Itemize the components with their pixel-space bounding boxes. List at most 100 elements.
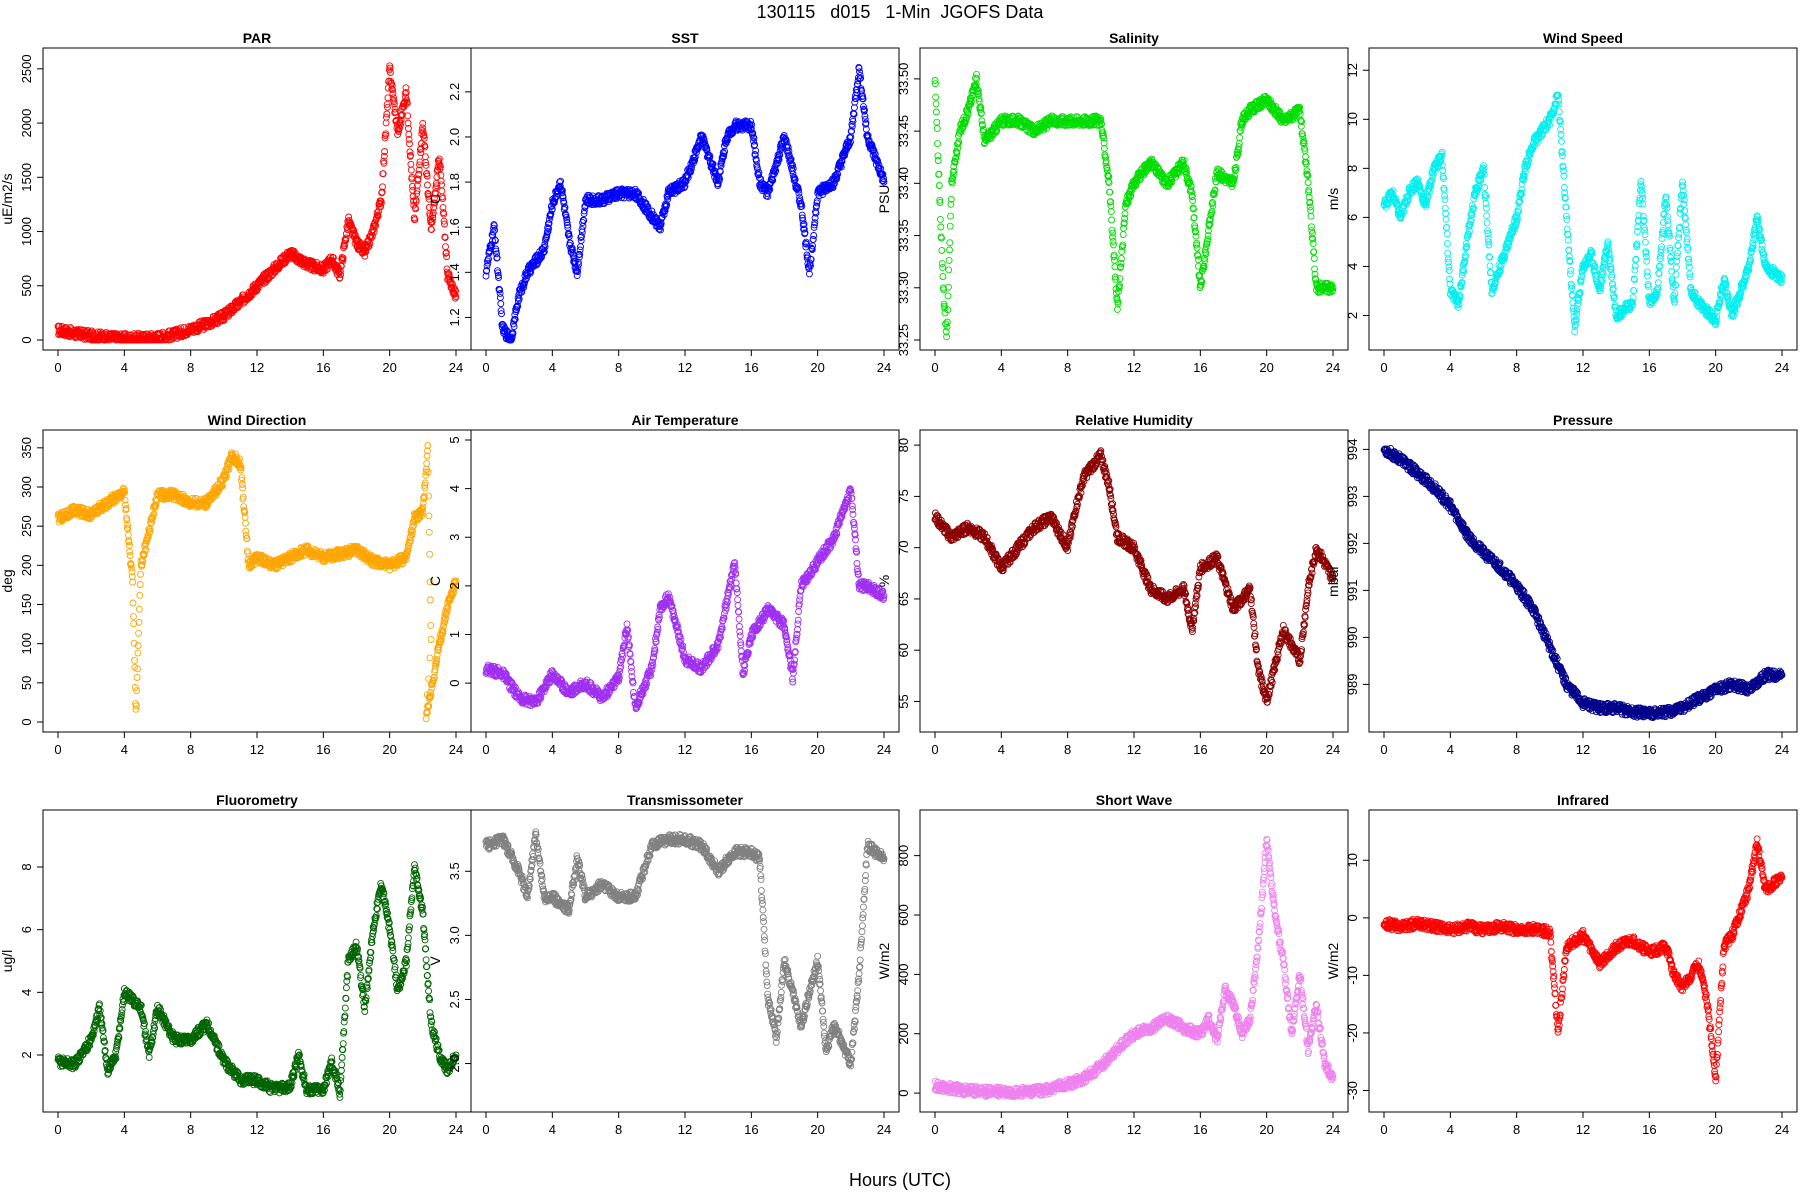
sst-point (810, 232, 818, 239)
salinity-point (946, 239, 954, 247)
figure-title: 130115 d015 1-Min JGOFS Data (756, 2, 1044, 22)
par-point (438, 187, 446, 195)
wind-speed-point (1481, 184, 1489, 191)
wind-speed-point (1443, 240, 1451, 248)
sst-xtick-label: 8 (615, 360, 622, 375)
salinity-point (1107, 202, 1115, 210)
salinity-point (1107, 208, 1115, 216)
salinity-xtick-label: 16 (1193, 360, 1207, 375)
par-title: PAR (243, 30, 272, 46)
par-ytick-label: 2000 (19, 109, 34, 138)
par-points (54, 62, 460, 344)
salinity-point (1106, 188, 1114, 196)
sst-ytick-label: 1.4 (447, 263, 462, 281)
wind-speed-point (1674, 249, 1681, 257)
sst-xtick-label: 0 (482, 360, 489, 375)
par-xtick-label: 16 (316, 360, 330, 375)
salinity-point (947, 212, 954, 220)
wind-direction-plot-frame (42, 429, 472, 733)
wind-speed-points (1380, 91, 1786, 336)
salinity-plot-frame (919, 47, 1349, 351)
wind-speed-point (1631, 262, 1639, 270)
salinity-point (1119, 231, 1127, 239)
sst-ylabel: C (427, 194, 443, 204)
par-point (419, 119, 427, 127)
par-point (58, 323, 66, 330)
sst-xtick-label: 12 (678, 360, 692, 375)
sst-xtick-label: 20 (810, 360, 824, 375)
wind-direction-xtick-label: 24 (449, 742, 463, 757)
wind-direction-xtick-label: 20 (382, 742, 396, 757)
wind-speed-point (1675, 230, 1683, 238)
par-point (407, 166, 415, 174)
salinity-xtick-label: 12 (1127, 360, 1141, 375)
sst-point (491, 226, 499, 234)
wind-direction-ylabel: deg (0, 569, 15, 592)
wind-speed-ytick-label: 8 (1345, 165, 1360, 172)
wind-speed-xtick-label: 20 (1708, 360, 1722, 375)
salinity-point (932, 108, 940, 116)
wind-direction-ytick-label: 50 (19, 676, 34, 690)
par-point (190, 328, 198, 336)
salinity-ylabel: PSU (876, 185, 892, 214)
sst-ytick-label: 1.2 (447, 308, 462, 326)
sst-title: SST (671, 30, 699, 46)
salinity-ytick-label: 33.45 (896, 115, 911, 148)
salinity-point (933, 118, 941, 126)
sst-point (580, 217, 588, 224)
wind-speed-xtick-label: 4 (1447, 360, 1454, 375)
salinity-points (931, 70, 1337, 341)
salinity-point (1113, 305, 1121, 313)
salinity-point (1108, 216, 1116, 224)
sst-ytick-label: 2.0 (447, 128, 462, 146)
wind-direction-xtick-label: 12 (250, 742, 264, 757)
par-ytick-label: 2500 (19, 54, 34, 83)
wind-speed-point (1483, 219, 1491, 227)
wind-direction-ytick-label: 300 (19, 476, 34, 498)
salinity-point (936, 215, 944, 223)
wind-speed-xtick-label: 0 (1380, 360, 1387, 375)
sst-ytick-label: 1.8 (447, 173, 462, 191)
par-point (442, 243, 449, 251)
salinity-point (1310, 248, 1318, 256)
wind-direction-point (133, 674, 141, 681)
salinity-point (934, 140, 941, 148)
wind-speed-xtick-label: 24 (1775, 360, 1789, 375)
salinity-xtick-label: 8 (1064, 360, 1071, 375)
salinity-point (933, 125, 941, 133)
wind-direction-ytick-label: 150 (19, 594, 34, 616)
wind-speed-point (1483, 212, 1491, 220)
sst-point (496, 294, 504, 302)
wind-speed-point (1443, 223, 1451, 231)
wind-direction-point (134, 649, 142, 657)
par-point (280, 260, 288, 268)
sst-xtick-label: 4 (549, 360, 556, 375)
wind-direction-point (126, 552, 134, 559)
wind-speed-point (1630, 287, 1638, 295)
salinity-xtick-label: 24 (1326, 360, 1340, 375)
salinity-point (932, 93, 940, 101)
wind-speed-point (1486, 262, 1494, 270)
par-ytick-label: 1000 (19, 217, 34, 246)
par-point (342, 230, 350, 238)
salinity-point (1110, 241, 1117, 249)
wind-direction-point (135, 618, 143, 626)
wind-speed-point (1565, 246, 1573, 254)
wind-speed-point (1644, 272, 1651, 280)
salinity-ytick-label: 33.50 (896, 63, 911, 96)
sst-points (482, 64, 888, 344)
wind-direction-ytick-label: 200 (19, 554, 34, 576)
par-point (428, 226, 435, 234)
wind-direction-point (129, 613, 137, 621)
wind-direction-point (135, 605, 143, 613)
wind-direction-title: Wind Direction (208, 412, 307, 428)
wind-speed-point (1641, 238, 1649, 246)
sst-point (493, 254, 501, 262)
salinity-ytick-label: 33.40 (896, 167, 911, 200)
par-point (382, 119, 390, 127)
wind-speed-point (1441, 195, 1449, 203)
par-xtick-label: 20 (382, 360, 396, 375)
